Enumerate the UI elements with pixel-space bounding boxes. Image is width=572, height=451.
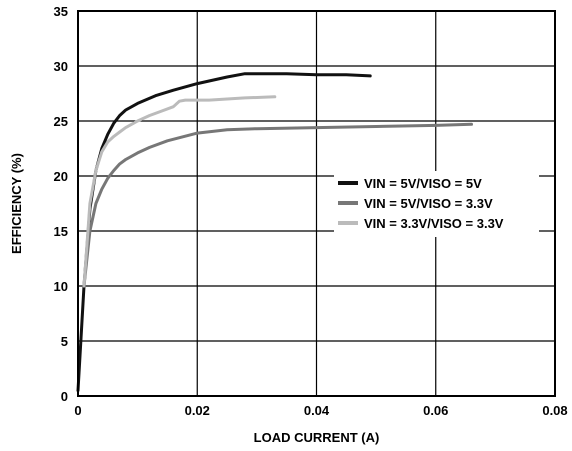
y-tick-label: 10: [54, 279, 68, 294]
x-tick-label: 0.02: [185, 403, 210, 418]
y-tick-labels: 0 5 10 15 20 25 30 35: [54, 4, 68, 404]
x-tick-label: 0: [74, 403, 81, 418]
series-line-2: [82, 122, 473, 288]
y-tick-label: 5: [61, 334, 68, 349]
legend-label-2: VIN = 5V/VISO = 3.3V: [364, 196, 493, 211]
y-tick-label: 0: [61, 389, 68, 404]
series-lines: [76, 72, 473, 392]
y-tick-label: 35: [54, 4, 68, 19]
y-tick-label: 30: [54, 59, 68, 74]
y-tick-label: 20: [54, 169, 68, 184]
legend-label-3: VIN = 3.3V/VISO = 3.3V: [364, 216, 504, 231]
x-tick-label: 0.04: [304, 403, 330, 418]
plot-frame: [77, 10, 556, 397]
x-tick-labels: 0 0.02 0.04 0.06 0.08: [74, 403, 567, 418]
x-axis-title: LOAD CURRENT (A): [254, 430, 380, 445]
legend: VIN = 5V/VISO = 5V VIN = 5V/VISO = 3.3V VI…: [334, 171, 539, 237]
y-tick-label: 15: [54, 224, 68, 239]
x-tick-label: 0.08: [542, 403, 567, 418]
legend-background: [334, 171, 539, 237]
x-tick-label: 0.06: [423, 403, 448, 418]
y-axis-title: EFFICIENCY (%): [9, 153, 24, 254]
legend-label-1: VIN = 5V/VISO = 5V: [364, 176, 482, 191]
series-line-3: [82, 95, 277, 288]
y-tick-label: 25: [54, 114, 68, 129]
